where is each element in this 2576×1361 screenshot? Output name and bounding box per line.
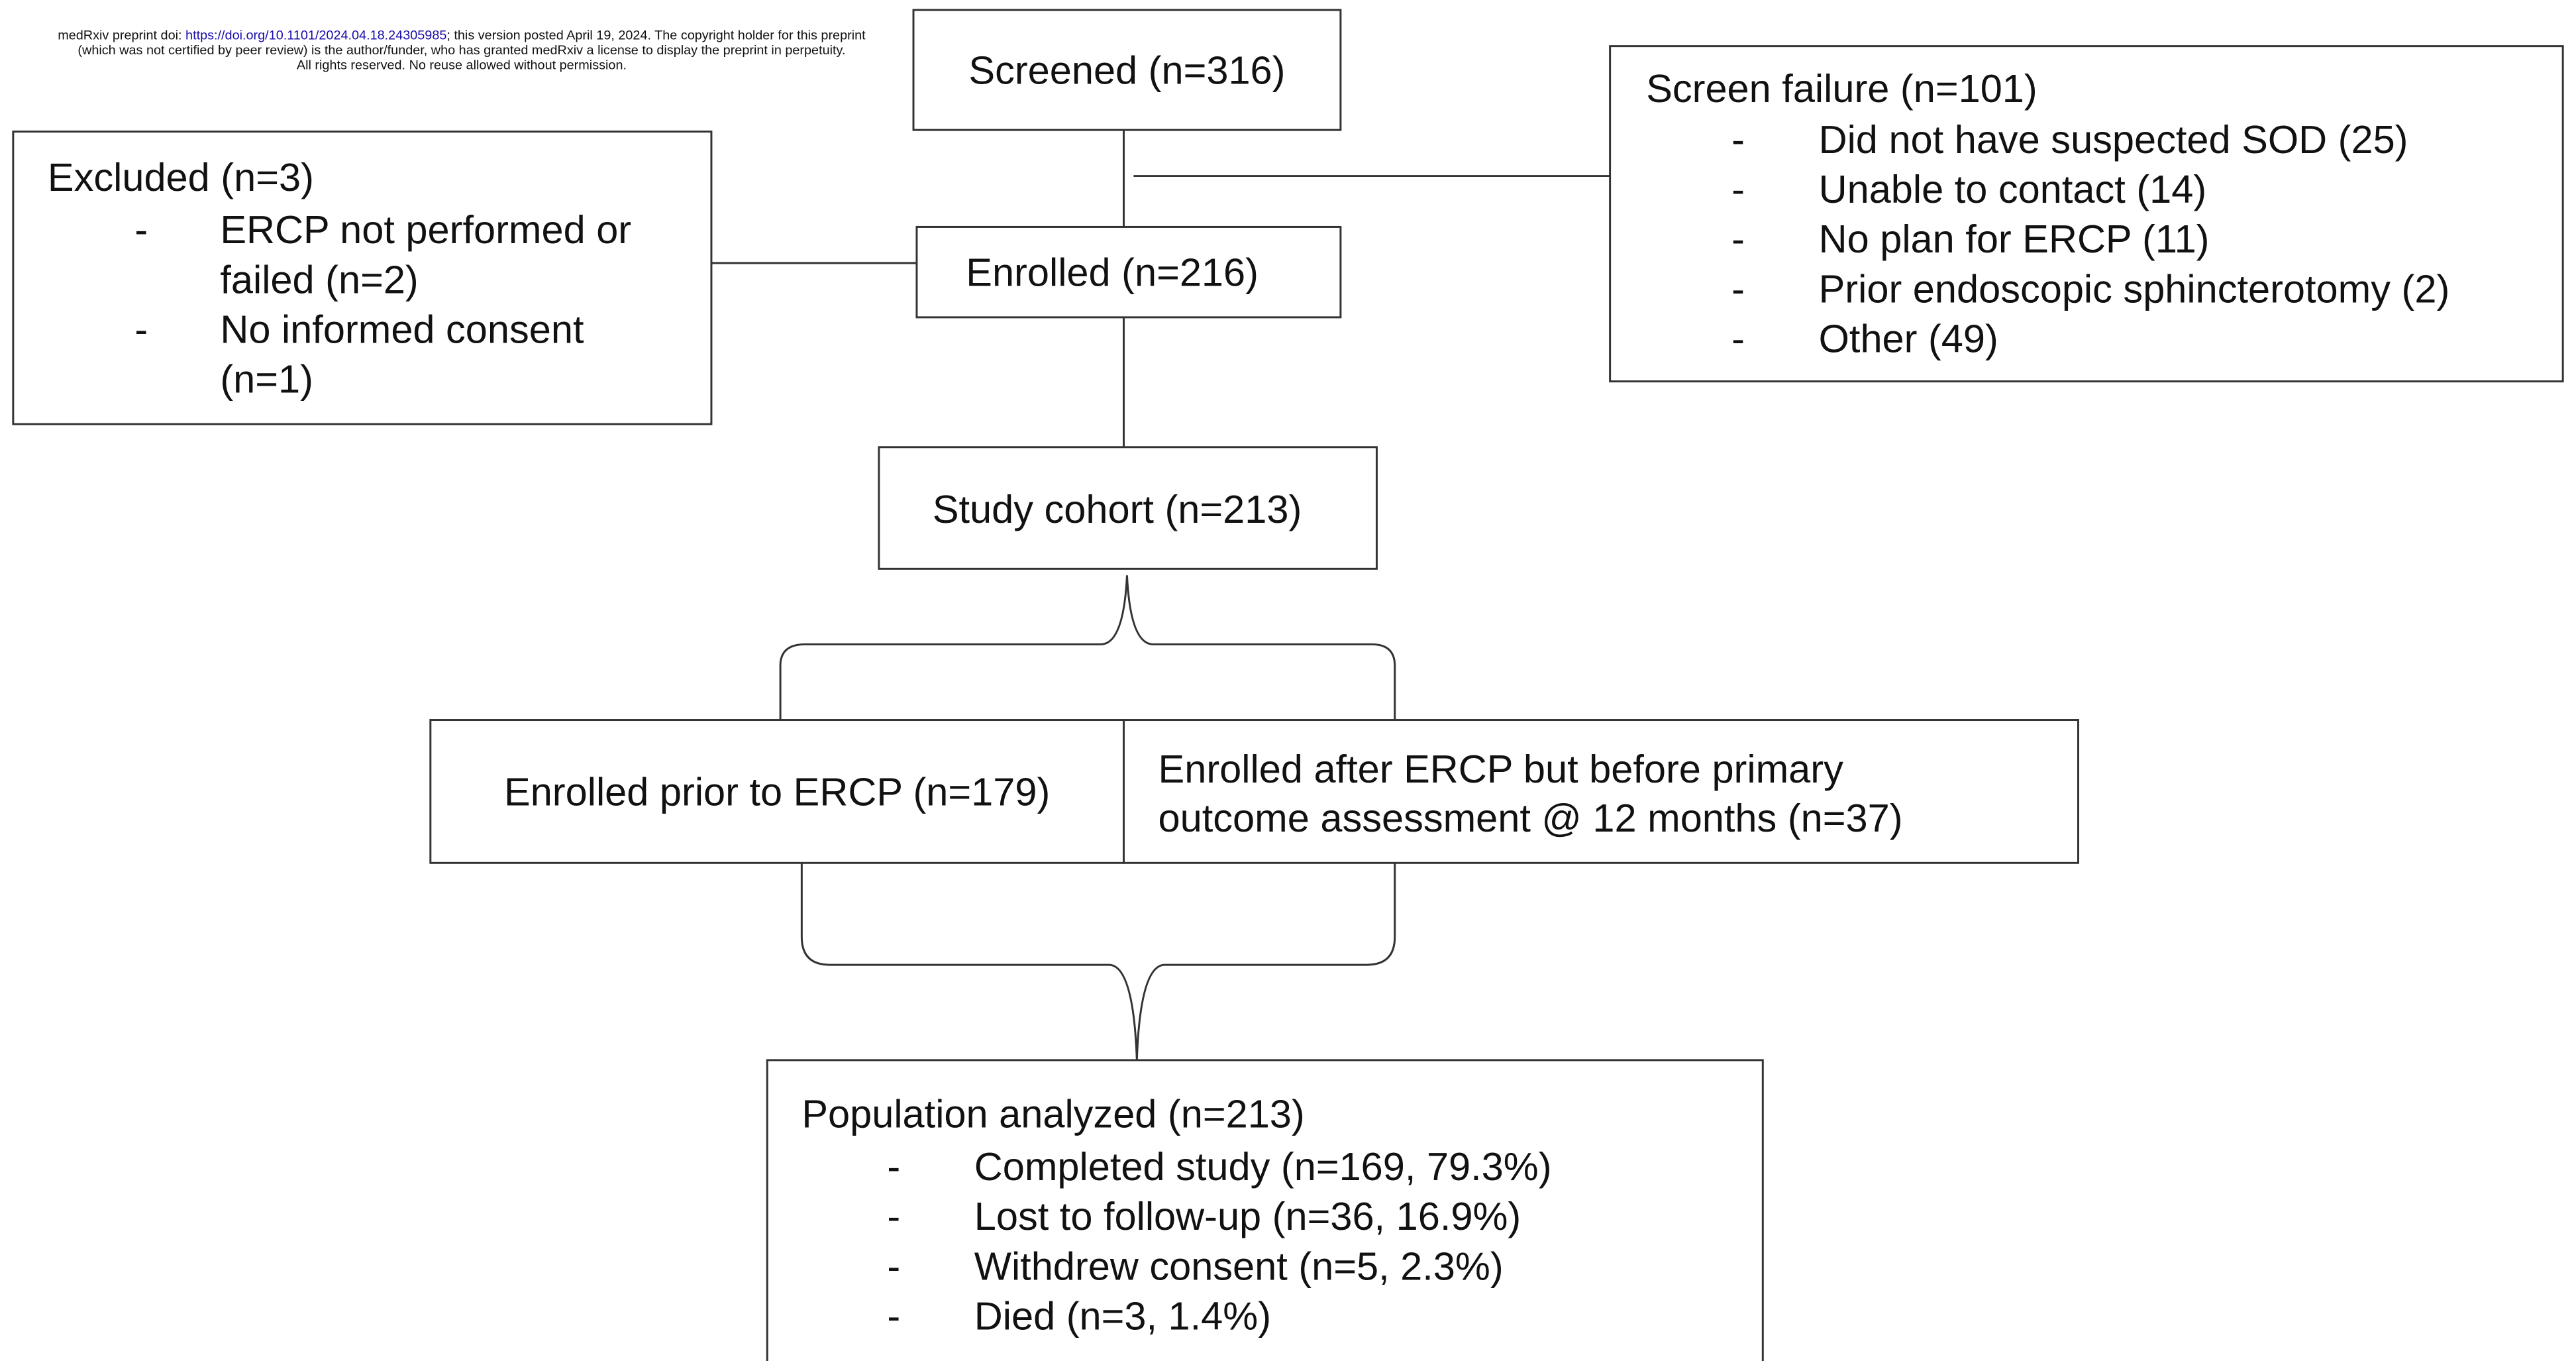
list-item: Did not have suspected SOD (25) [1819, 117, 2408, 162]
list-item: Prior endoscopic sphincterotomy (2) [1819, 266, 2450, 311]
list-item: No plan for ERCP (11) [1819, 217, 2210, 261]
node-label: Study cohort (n=213) [933, 487, 1302, 531]
header-text: ; this version posted April 19, 2024. Th… [446, 28, 866, 43]
bullet: - [887, 1194, 900, 1238]
list: - Completed study (n=169, 79.3%) - Lost to … [887, 1144, 1551, 1338]
list: - ERCP not performed or failed (n=2) - No in… [134, 207, 631, 401]
box [1609, 45, 2564, 383]
list-item: ERCP not performed or [220, 207, 631, 252]
bullet: - [1731, 266, 1745, 311]
list-item: (n=1) [220, 357, 313, 402]
box [912, 9, 1342, 131]
node-label: Enrolled (n=216) [966, 250, 1259, 295]
bullet: - [1731, 217, 1745, 261]
bullet: - [134, 207, 148, 252]
bullet: - [134, 307, 148, 352]
box [878, 446, 1378, 570]
bullet: - [1731, 117, 1745, 162]
box [429, 719, 1125, 864]
node-label: outcome assessment @ 12 months (n=37) [1159, 796, 1903, 840]
list-item: Lost to follow-up (n=36, 16.9%) [974, 1194, 1521, 1238]
node-label: Screen failure (n=101) [1646, 66, 2037, 111]
node-label: Enrolled prior to ERCP (n=179) [504, 769, 1050, 814]
list-item: Other (49) [1819, 316, 1998, 360]
node-label: Excluded (n=3) [48, 155, 314, 199]
header-line: medRxiv preprint doi: https://doi.org/10… [58, 28, 866, 43]
bullet: - [887, 1144, 900, 1189]
header-line: All rights reserved. No reuse allowed wi… [297, 58, 627, 72]
brace [800, 863, 1396, 1060]
brace [779, 575, 1396, 720]
list-item: Withdrew consent (n=5, 2.3%) [974, 1244, 1504, 1288]
box [915, 225, 1342, 319]
header-text: medRxiv preprint doi: [58, 28, 185, 43]
node-label: Screened (n=316) [968, 48, 1285, 93]
list-item: failed (n=2) [220, 257, 418, 301]
box [766, 1059, 1764, 1361]
list: - Did not have suspected SOD (25) - Unable … [1731, 117, 2449, 361]
box [1122, 719, 2079, 864]
box [12, 131, 713, 425]
bullet: - [1731, 316, 1745, 360]
bullet: - [1731, 167, 1745, 211]
node-label: Population analyzed (n=213) [801, 1092, 1304, 1136]
doi-link[interactable]: https://doi.org/10.1101/2024.04.18.24305… [185, 28, 446, 43]
header-line: (which was not certified by peer review)… [77, 43, 845, 58]
list-item: Completed study (n=169, 79.3%) [974, 1144, 1552, 1189]
bullet: - [887, 1293, 900, 1338]
node-label: Enrolled after ERCP but before primary [1159, 747, 1844, 791]
list-item: Unable to contact (14) [1819, 167, 2207, 211]
bullet: - [887, 1244, 900, 1288]
list-item: Died (n=3, 1.4%) [974, 1293, 1271, 1338]
list-item: No informed consent [220, 307, 584, 352]
